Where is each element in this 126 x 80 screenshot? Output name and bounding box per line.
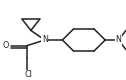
Text: N: N <box>116 36 121 44</box>
Text: N: N <box>42 36 48 44</box>
Text: Cl: Cl <box>24 70 32 79</box>
Text: O: O <box>2 41 9 50</box>
